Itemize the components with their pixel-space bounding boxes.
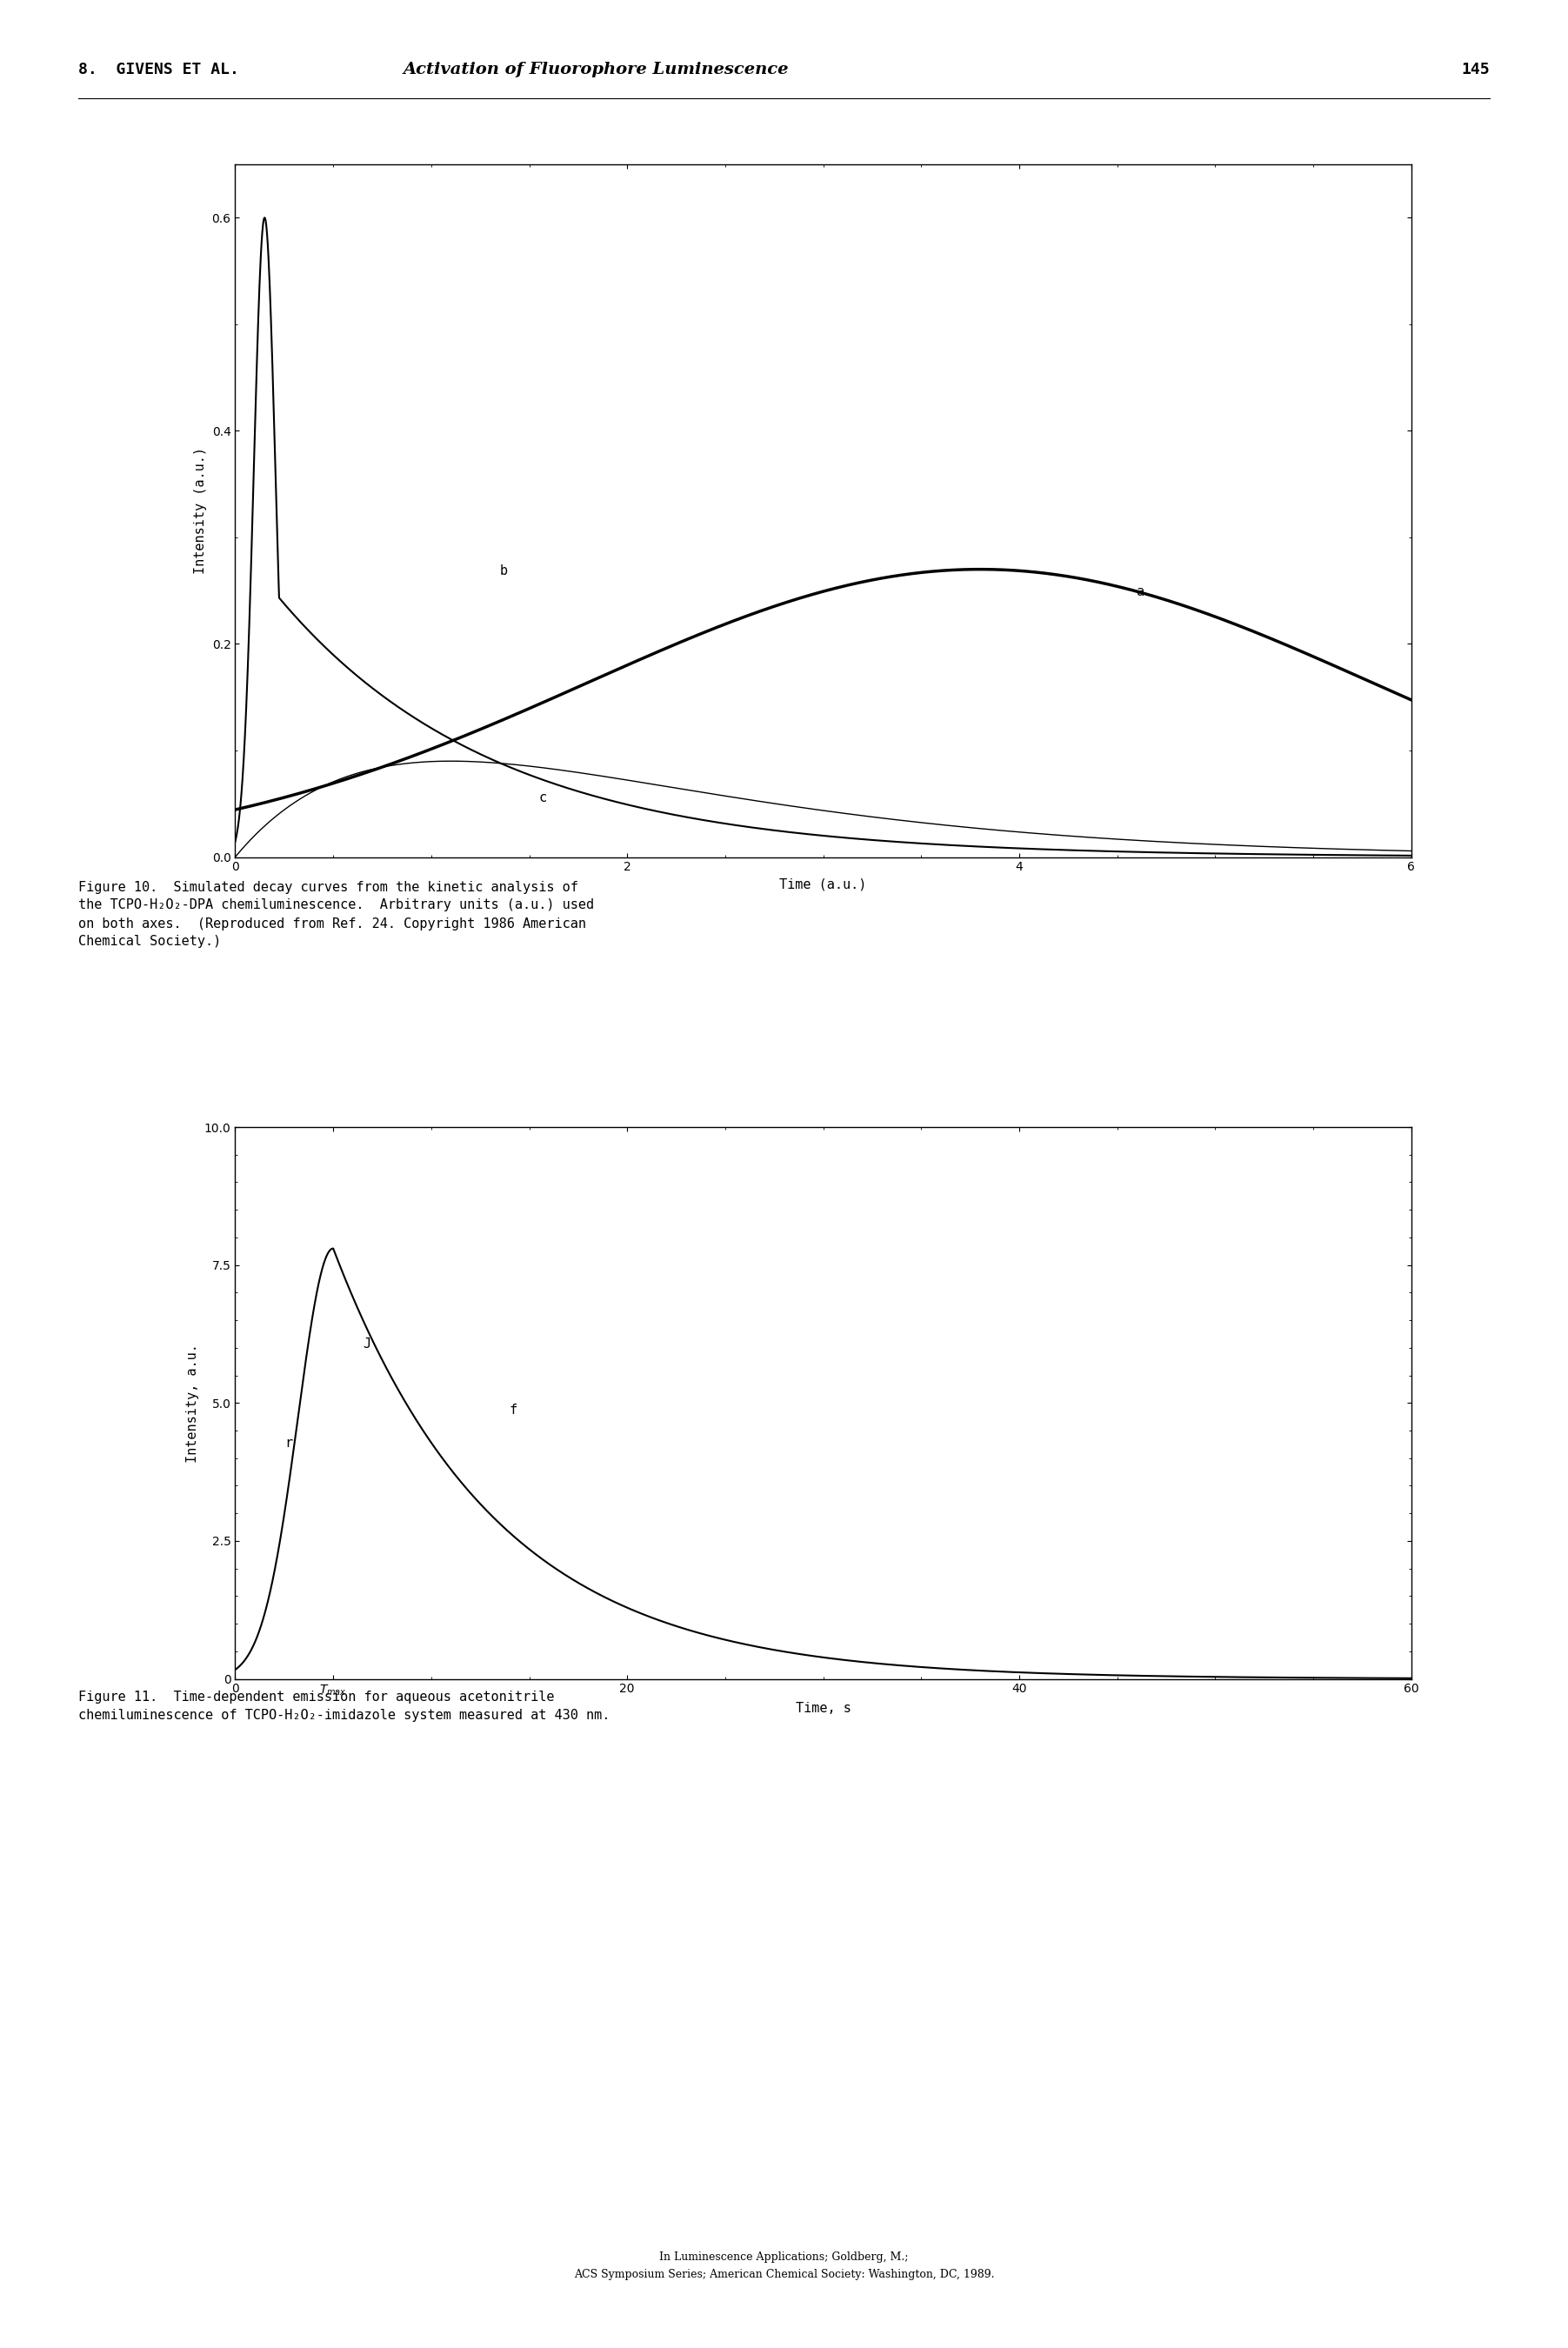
Text: Figure 11.  Time-dependent emission for aqueous acetonitrile
chemiluminescence o: Figure 11. Time-dependent emission for a…	[78, 1691, 610, 1721]
X-axis label: Time, s: Time, s	[795, 1702, 851, 1714]
Text: c: c	[539, 791, 547, 805]
Text: Activation of Fluorophore Luminescence: Activation of Fluorophore Luminescence	[403, 61, 789, 77]
X-axis label: Time (a.u.): Time (a.u.)	[779, 878, 867, 892]
Text: In Luminescence Applications; Goldberg, M.;
ACS Symposium Series; American Chemi: In Luminescence Applications; Goldberg, …	[574, 2252, 994, 2280]
Text: b: b	[500, 564, 508, 578]
Text: Figure 10.  Simulated decay curves from the kinetic analysis of
the TCPO-H₂O₂-DP: Figure 10. Simulated decay curves from t…	[78, 880, 594, 949]
Y-axis label: Intensity (a.u.): Intensity (a.u.)	[194, 446, 207, 575]
Text: r: r	[284, 1437, 292, 1449]
Y-axis label: Intensity, a.u.: Intensity, a.u.	[187, 1343, 199, 1463]
Text: a: a	[1137, 585, 1145, 599]
Text: f: f	[510, 1404, 517, 1416]
Text: 8.  GIVENS ET AL.: 8. GIVENS ET AL.	[78, 61, 240, 77]
Text: 145: 145	[1461, 61, 1490, 77]
Text: J: J	[362, 1338, 370, 1350]
